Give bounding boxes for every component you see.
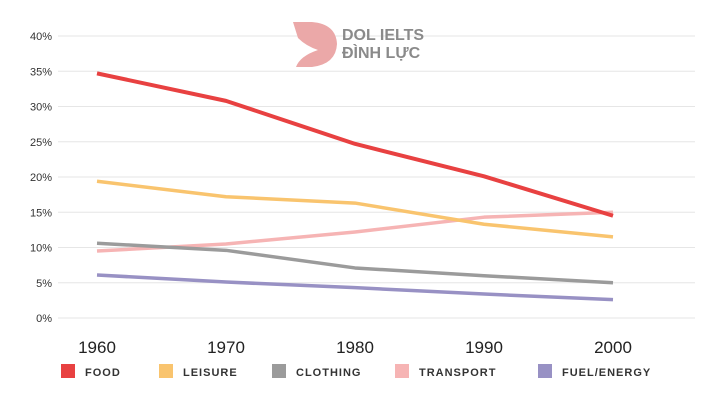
legend: FOOD LEISURE CLOTHING TRANSPORT FUEL/ENERGY	[61, 364, 651, 379]
legend-item: TRANSPORT	[395, 364, 496, 379]
y-tick-label: 20%	[30, 172, 52, 184]
y-tick-label: 40%	[30, 31, 52, 43]
legend-swatch	[159, 364, 173, 378]
logo-line2: ĐÌNH LỰC	[342, 43, 421, 62]
y-tick-label: 35%	[30, 66, 52, 78]
legend-label: CLOTHING	[296, 367, 361, 379]
y-tick-label: 10%	[30, 243, 52, 255]
series-line-transport	[96, 210, 614, 253]
legend-swatch	[61, 364, 75, 378]
gridlines	[58, 35, 695, 319]
legend-item: FOOD	[61, 364, 121, 379]
series-line-clothing	[96, 241, 614, 285]
logo-mark	[293, 22, 337, 67]
logo-line1: DOL IELTS	[342, 27, 424, 44]
x-tick-label: 1970	[207, 338, 245, 357]
legend-label: LEISURE	[183, 367, 238, 379]
legend-label: TRANSPORT	[419, 367, 496, 379]
legend-item: FUEL/ENERGY	[538, 364, 651, 379]
legend-swatch	[272, 364, 286, 378]
legend-item: CLOTHING	[272, 364, 361, 379]
logo: DOL IELTS ĐÌNH LỰC	[293, 22, 424, 67]
x-tick-label: 1960	[78, 338, 116, 357]
x-tick-label: 1990	[465, 338, 503, 357]
series-line-food	[96, 71, 614, 218]
x-tick-label: 2000	[594, 338, 632, 357]
legend-swatch	[395, 364, 409, 378]
x-tick-label: 1980	[336, 338, 374, 357]
y-tick-label: 30%	[30, 102, 52, 114]
legend-label: FOOD	[85, 367, 121, 379]
series-line-leisure	[96, 179, 614, 239]
y-tick-label: 5%	[36, 278, 52, 290]
y-tick-label: 15%	[30, 207, 52, 219]
series-line-fuel-energy	[96, 273, 614, 302]
legend-swatch	[538, 364, 552, 378]
y-tick-label: 25%	[30, 137, 52, 149]
legend-item: LEISURE	[159, 364, 238, 379]
legend-label: FUEL/ENERGY	[562, 367, 651, 379]
y-tick-label: 0%	[36, 313, 52, 325]
